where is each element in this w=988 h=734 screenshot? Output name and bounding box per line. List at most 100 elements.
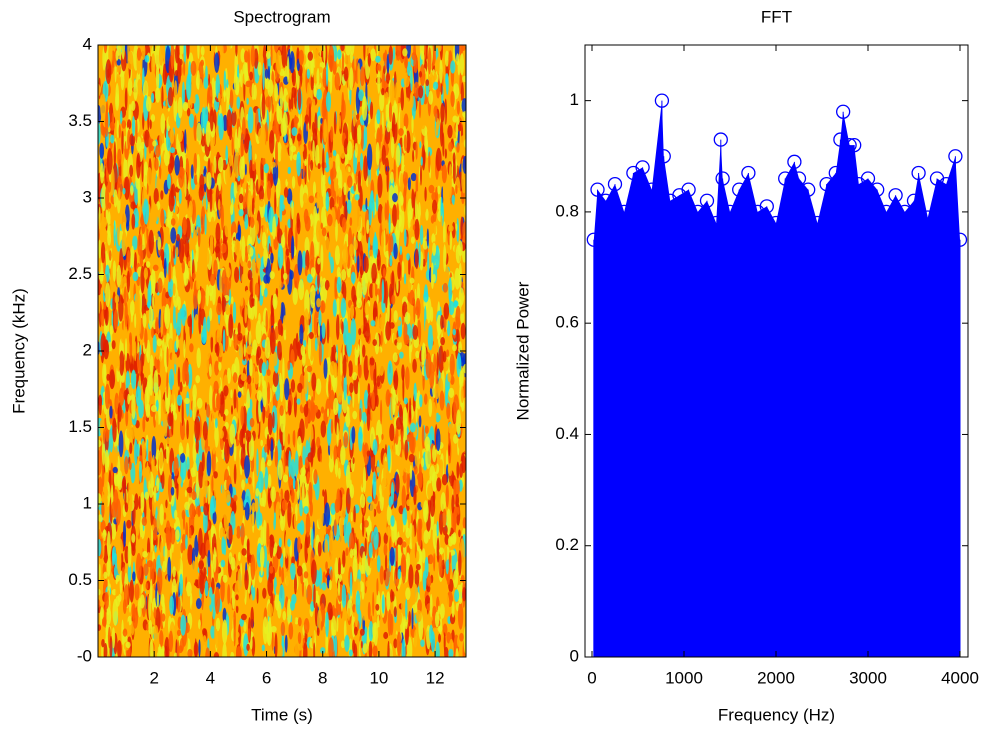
spectrogram-texture (183, 339, 186, 359)
spectrogram-texture (116, 119, 120, 139)
spectrogram-texture (244, 62, 249, 86)
spectrogram-texture (372, 471, 377, 500)
spectrogram-texture (282, 87, 289, 112)
spectrogram-texture (313, 584, 316, 609)
spectrogram-texture (376, 578, 379, 596)
spectrogram-texture (184, 558, 187, 573)
spectrogram-texture (407, 198, 414, 224)
spectrogram-texture (329, 608, 333, 620)
spectrogram-texture (236, 525, 241, 539)
spectrogram-texture (435, 428, 441, 452)
spectrogram-texture (308, 188, 311, 196)
spectrogram-texture (210, 495, 217, 514)
spectrogram-texture (413, 81, 420, 99)
spectrogram-texture (302, 162, 305, 180)
spectrogram-texture (369, 101, 374, 120)
spectrogram-texture (328, 336, 332, 358)
spectrogram-texture (342, 550, 346, 568)
spectrogram-texture (343, 373, 347, 401)
spectrogram-texture (277, 340, 282, 360)
spectrogram-texture (119, 574, 123, 595)
spectrogram-texture (334, 557, 339, 579)
spectrogram-texture (364, 322, 370, 343)
spectrogram-texture (334, 72, 341, 91)
spectrogram-texture (165, 499, 168, 509)
spectrogram-texture (448, 300, 455, 316)
spectrogram-texture (425, 443, 432, 469)
spectrogram-texture (99, 142, 105, 159)
spectrogram-texture (118, 187, 121, 201)
spectrogram-texture (406, 274, 412, 294)
spectrogram-texture (359, 153, 364, 171)
spectrogram-texture (194, 314, 199, 326)
spectrogram-texture (137, 175, 141, 200)
spectrogram-texture (409, 464, 413, 481)
spectrogram-texture (349, 51, 353, 64)
spectrogram-texture (304, 163, 307, 185)
spectrogram-texture (432, 595, 437, 607)
spectrogram-texture (193, 579, 200, 587)
spectrogram-texture (164, 542, 168, 569)
spectrogram-texture (188, 200, 193, 218)
spectrogram-texture (174, 70, 179, 77)
spectrogram-texture (205, 249, 210, 265)
spectrogram-texture (366, 450, 371, 457)
spectrogram-texture (98, 539, 102, 557)
spectrogram-texture (203, 266, 207, 292)
spectrogram-texture (324, 280, 330, 291)
spectrogram-texture (277, 142, 282, 162)
spectrogram-texture (284, 532, 289, 559)
spectrogram-texture (199, 572, 205, 595)
spectrogram-texture (401, 638, 406, 657)
spectrogram-texture (266, 369, 271, 376)
spectrogram-texture (425, 79, 430, 87)
spectrogram-texture (269, 271, 275, 280)
spectrogram-texture (222, 574, 228, 583)
spectrogram-texture (129, 275, 133, 302)
spectrogram-texture (148, 229, 154, 255)
spectrogram-texture (124, 328, 129, 342)
spectrogram-texture (403, 164, 410, 173)
spectrogram-texture (243, 380, 248, 404)
spectrogram-texture (193, 140, 200, 148)
spectrogram-texture (367, 83, 370, 105)
spectrogram-texture (261, 158, 267, 166)
spectrogram-texture (304, 236, 310, 256)
spectrogram-texture (436, 521, 439, 537)
spectrogram-texture (113, 189, 118, 208)
spectrogram-texture (109, 278, 113, 299)
spectrogram-texture (421, 187, 425, 209)
spectrogram-texture (402, 48, 408, 57)
spectrogram-texture (333, 473, 337, 495)
spectrogram-texture (219, 527, 226, 540)
spectrogram-texture (156, 119, 159, 129)
spectrogram-texture (396, 336, 403, 343)
spectrogram-texture (414, 569, 420, 589)
spectrogram-texture (363, 442, 370, 466)
spectrogram-texture (149, 639, 154, 657)
spectrogram-texture (120, 211, 127, 232)
spectrogram-texture (185, 391, 190, 417)
spectrogram-texture (223, 90, 227, 98)
spectrogram-texture (291, 556, 296, 566)
spectrogram-texture (165, 218, 170, 227)
spectrogram-texture (101, 183, 107, 212)
spectrogram-texture (437, 200, 441, 211)
spectrogram-texture (183, 359, 189, 375)
spectrogram-texture (173, 353, 178, 365)
spectrogram-texture (221, 536, 225, 555)
spectrogram-texture (152, 264, 159, 272)
spectrogram-texture (306, 365, 313, 373)
spectrogram-texture (415, 563, 421, 571)
spectrogram-texture (383, 460, 389, 487)
spectrogram-texture (399, 172, 404, 196)
spectrogram-texture (121, 45, 125, 60)
spectrogram-texture (428, 184, 435, 194)
spectrogram-texture (274, 445, 279, 468)
spectrogram-texture (160, 113, 166, 134)
spectrogram-texture (312, 140, 315, 163)
spectrogram-texture (129, 300, 135, 317)
spectrogram-texture (257, 164, 261, 192)
spectrogram-texture (310, 601, 315, 612)
spectrogram-texture (301, 481, 305, 509)
